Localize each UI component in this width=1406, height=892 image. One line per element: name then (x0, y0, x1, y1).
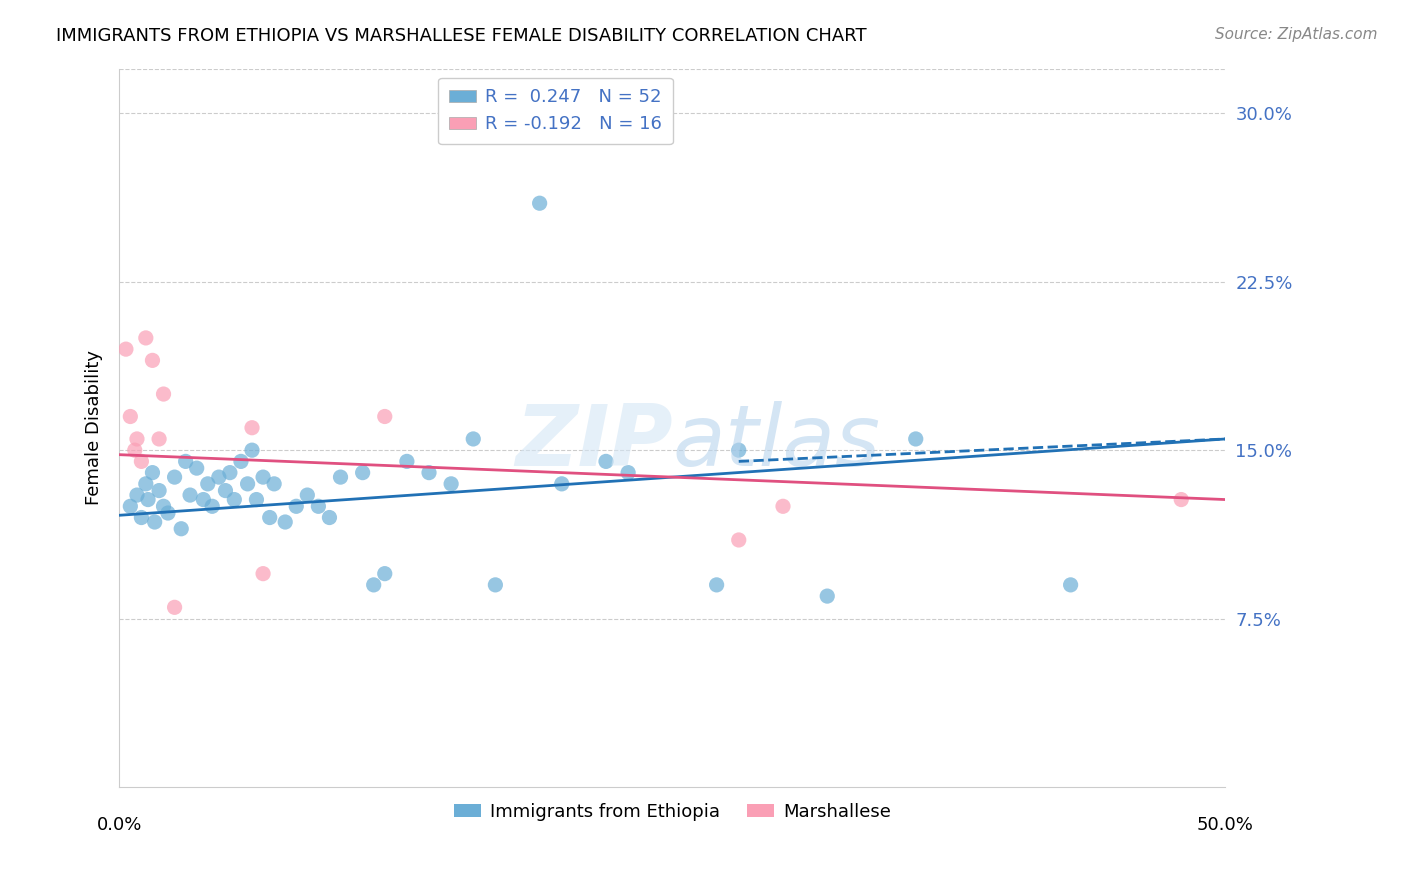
Point (363, 578, 385, 592)
Point (418, 466, 440, 480)
Point (186, 461, 208, 475)
Point (201, 500, 224, 514)
Point (163, 600, 186, 615)
Point (595, 454, 617, 468)
Point (148, 432, 170, 446)
Point (259, 510, 281, 524)
Point (352, 466, 374, 480)
Point (1059, 578, 1081, 592)
Y-axis label: Female Disability: Female Disability (86, 351, 103, 505)
Point (374, 409, 396, 424)
Point (125, 432, 148, 446)
Point (174, 454, 197, 468)
Point (252, 566, 274, 581)
Point (236, 476, 259, 491)
Point (395, 454, 418, 468)
Point (297, 488, 319, 502)
Text: atlas: atlas (672, 401, 880, 483)
Point (170, 522, 193, 536)
Text: Source: ZipAtlas.com: Source: ZipAtlas.com (1215, 27, 1378, 42)
Point (219, 466, 242, 480)
Point (263, 476, 285, 491)
Legend: Immigrants from Ethiopia, Marshallese: Immigrants from Ethiopia, Marshallese (447, 796, 898, 828)
Point (179, 488, 201, 502)
Point (135, 331, 157, 345)
Point (252, 470, 274, 484)
Point (197, 476, 219, 491)
Point (141, 466, 163, 480)
Point (551, 476, 574, 491)
Text: IMMIGRANTS FROM ETHIOPIA VS MARSHALLESE FEMALE DISABILITY CORRELATION CHART: IMMIGRANTS FROM ETHIOPIA VS MARSHALLESE … (56, 27, 868, 45)
Point (240, 443, 263, 458)
Point (131, 454, 153, 468)
Point (772, 500, 794, 514)
Point (163, 470, 186, 484)
Point (904, 432, 927, 446)
Point (240, 421, 263, 435)
Point (307, 500, 329, 514)
Point (329, 470, 352, 484)
Point (156, 506, 179, 520)
Point (318, 510, 340, 524)
Point (529, 196, 551, 211)
Text: 0.0%: 0.0% (97, 815, 142, 834)
Text: 50.0%: 50.0% (1197, 815, 1254, 834)
Point (148, 483, 170, 498)
Point (115, 342, 138, 356)
Point (484, 578, 506, 592)
Point (1170, 492, 1192, 507)
Point (229, 454, 252, 468)
Point (152, 387, 174, 401)
Point (285, 500, 308, 514)
Point (727, 443, 749, 458)
Point (274, 515, 297, 529)
Point (143, 515, 166, 529)
Point (374, 566, 396, 581)
Point (120, 409, 142, 424)
Point (463, 432, 485, 446)
Text: ZIP: ZIP (515, 401, 672, 483)
Point (193, 492, 215, 507)
Point (152, 500, 174, 514)
Point (124, 443, 146, 458)
Point (125, 488, 148, 502)
Point (135, 476, 157, 491)
Point (224, 492, 246, 507)
Point (440, 476, 463, 491)
Point (727, 533, 749, 547)
Point (120, 500, 142, 514)
Point (815, 589, 838, 603)
Point (706, 578, 728, 592)
Point (617, 466, 640, 480)
Point (214, 483, 236, 498)
Point (245, 492, 267, 507)
Point (131, 510, 153, 524)
Point (136, 492, 159, 507)
Point (208, 470, 231, 484)
Point (141, 353, 163, 368)
